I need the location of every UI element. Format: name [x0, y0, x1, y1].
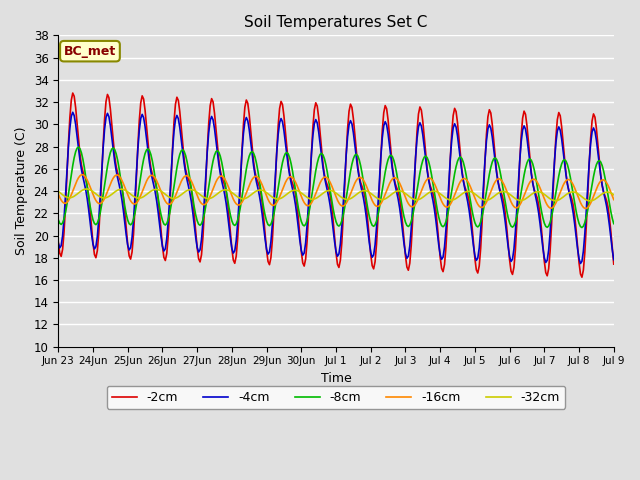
- Title: Soil Temperatures Set C: Soil Temperatures Set C: [244, 15, 428, 30]
- -2cm: [105, 95, 113, 100]
- -4cm: [577, 261, 584, 266]
- -32cm: [284, 190, 292, 196]
- -32cm: [105, 193, 113, 199]
- -32cm: [587, 198, 595, 204]
- -4cm: [349, 130, 357, 136]
- -4cm: [69, 109, 77, 115]
- -8cm: [425, 158, 433, 164]
- -4cm: [284, 164, 292, 169]
- -8cm: [284, 151, 292, 157]
- -32cm: [425, 190, 433, 196]
- Legend: -2cm, -4cm, -8cm, -16cm, -32cm: -2cm, -4cm, -8cm, -16cm, -32cm: [107, 386, 565, 409]
- -8cm: [442, 219, 450, 225]
- Text: BC_met: BC_met: [64, 45, 116, 58]
- -4cm: [425, 177, 433, 183]
- -2cm: [610, 261, 618, 267]
- -2cm: [578, 274, 586, 280]
- -8cm: [54, 217, 62, 223]
- Line: -2cm: -2cm: [58, 93, 614, 277]
- -32cm: [67, 194, 75, 200]
- -2cm: [284, 160, 292, 166]
- Line: -32cm: -32cm: [58, 189, 614, 201]
- -4cm: [105, 114, 113, 120]
- -2cm: [69, 90, 77, 96]
- -16cm: [79, 172, 86, 178]
- -16cm: [610, 197, 618, 203]
- -32cm: [610, 192, 618, 198]
- -16cm: [425, 175, 433, 181]
- -16cm: [349, 184, 357, 190]
- -16cm: [105, 185, 113, 191]
- -16cm: [442, 204, 450, 210]
- -16cm: [284, 175, 292, 181]
- -8cm: [105, 156, 113, 161]
- Line: -8cm: -8cm: [58, 147, 614, 228]
- -8cm: [578, 225, 586, 230]
- -8cm: [610, 221, 618, 227]
- -2cm: [425, 176, 433, 182]
- -2cm: [442, 244, 450, 250]
- -8cm: [75, 144, 83, 150]
- -16cm: [54, 191, 62, 197]
- -16cm: [582, 205, 590, 211]
- -32cm: [349, 194, 357, 200]
- -2cm: [67, 97, 75, 103]
- Y-axis label: Soil Temperature (C): Soil Temperature (C): [15, 127, 28, 255]
- -8cm: [67, 172, 75, 178]
- -2cm: [349, 116, 357, 121]
- Line: -16cm: -16cm: [58, 175, 614, 208]
- X-axis label: Time: Time: [321, 372, 351, 385]
- -4cm: [67, 113, 75, 119]
- -4cm: [610, 257, 618, 263]
- -32cm: [442, 195, 450, 201]
- -32cm: [54, 189, 62, 194]
- Line: -4cm: -4cm: [58, 112, 614, 264]
- -4cm: [54, 240, 62, 246]
- -16cm: [67, 192, 75, 198]
- -4cm: [442, 227, 450, 232]
- -32cm: [83, 186, 91, 192]
- -8cm: [349, 156, 357, 161]
- -2cm: [54, 239, 62, 245]
